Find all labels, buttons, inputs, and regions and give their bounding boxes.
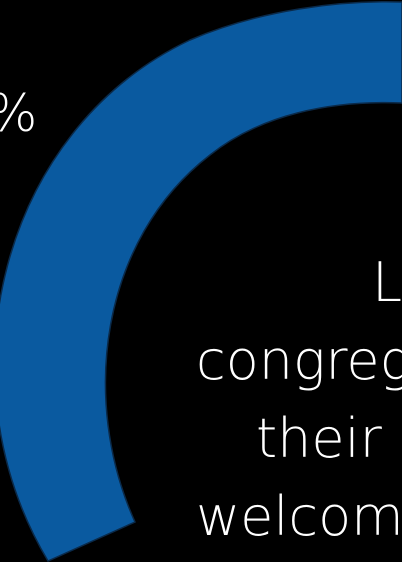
percent-value: %: [0, 88, 37, 140]
caption-line-3: their c: [256, 407, 402, 470]
caption-line-1: L: [372, 251, 402, 314]
caption-line-2: congreg: [196, 329, 402, 392]
caption-line-4: welcom: [196, 485, 402, 548]
